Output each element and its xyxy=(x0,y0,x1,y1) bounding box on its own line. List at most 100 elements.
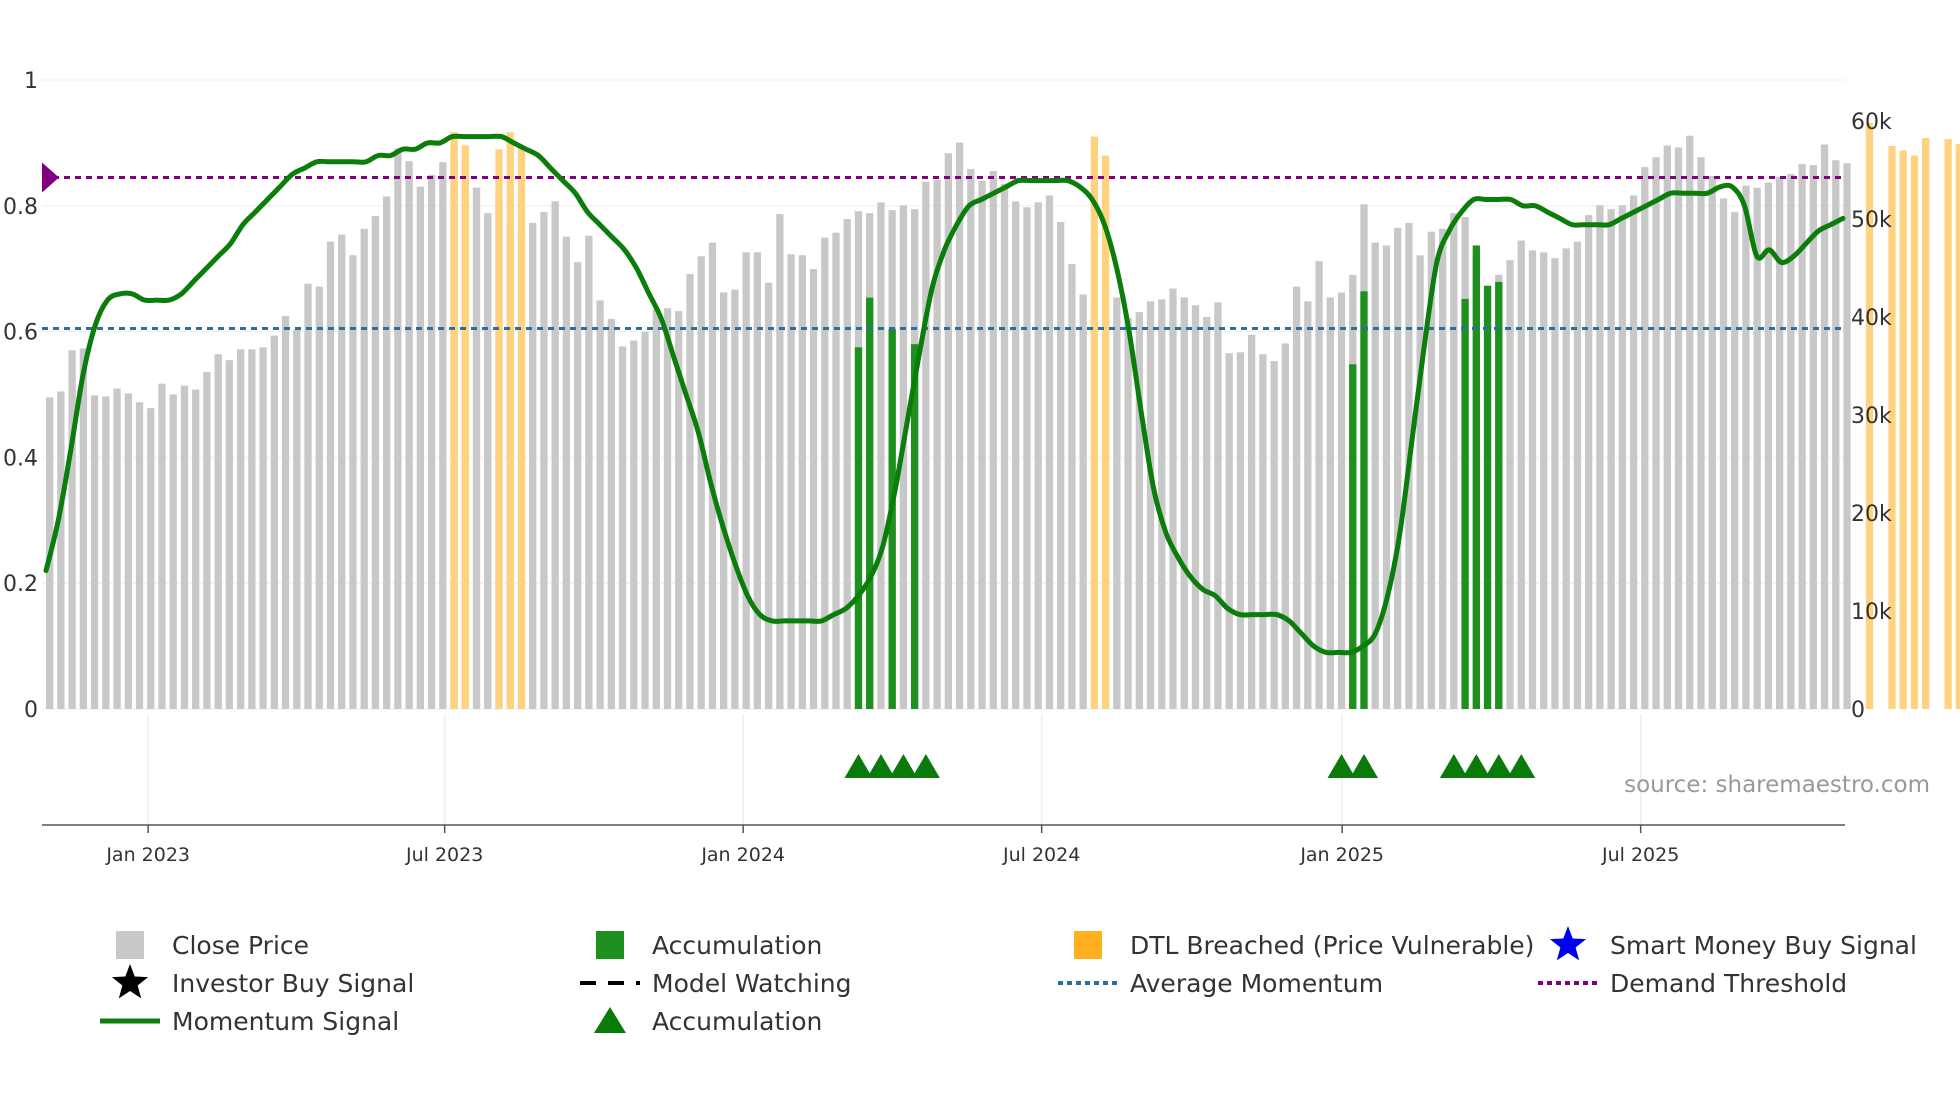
close-price-bar xyxy=(90,395,99,709)
legend-swatch-close-price xyxy=(116,931,144,959)
close-price-bar xyxy=(922,181,930,709)
close-price-bar xyxy=(1820,144,1829,709)
x-axis-tick-label: Jan 2025 xyxy=(1299,844,1384,866)
x-axis-tick-label: Jul 2023 xyxy=(405,844,483,866)
legend-item: Demand Threshold xyxy=(1538,969,1847,998)
close-price-bar xyxy=(225,360,234,709)
close-price-bar xyxy=(1214,302,1222,709)
close-price-bar xyxy=(944,153,952,710)
close-price-bar xyxy=(843,219,851,709)
reference-lines xyxy=(42,162,1845,330)
bar-series xyxy=(46,122,1960,710)
close-price-bar xyxy=(1798,164,1806,709)
close-price-bar xyxy=(1012,201,1020,710)
close-price-bar xyxy=(1843,163,1851,709)
close-price-bar xyxy=(360,228,368,710)
close-price-bar xyxy=(753,252,762,709)
close-price-bar xyxy=(349,255,357,709)
close-price-bar xyxy=(652,309,660,709)
dtl-breached-bar xyxy=(461,145,469,709)
legend-label: Accumulation xyxy=(652,931,822,960)
dtl-breached-bar xyxy=(1955,144,1960,709)
legend-label: Momentum Signal xyxy=(172,1007,399,1036)
star-black-icon xyxy=(111,964,149,999)
x-axis-tick-label: Jul 2024 xyxy=(1002,844,1080,866)
close-price-bar xyxy=(427,174,436,709)
accumulation-bar xyxy=(1349,364,1357,709)
accumulation-bar xyxy=(1495,281,1503,709)
close-price-bar xyxy=(1416,255,1424,709)
close-price-bar xyxy=(326,241,335,710)
close-price-bar xyxy=(1225,353,1233,709)
close-price-bar xyxy=(304,283,312,709)
close-price-bar xyxy=(832,232,840,709)
axes: 0 0.2 0.4 0.6 0.8 1 0 10k 20k 30k 40k 50k 60k Jan 202… xyxy=(3,69,1892,866)
close-price-bar xyxy=(405,161,413,709)
right-axis-tick-label: 30k xyxy=(1851,404,1892,429)
close-price-bar xyxy=(158,383,166,709)
close-price-bar xyxy=(1270,361,1278,709)
close-price-bar xyxy=(573,262,582,709)
close-price-bar xyxy=(1573,241,1582,710)
left-axis-tick-label: 0.8 xyxy=(3,195,38,220)
close-price-bar xyxy=(1248,334,1256,709)
close-price-bar xyxy=(933,179,941,710)
close-price-bar xyxy=(102,396,110,709)
close-price-bar xyxy=(1674,147,1683,709)
accumulation-triangle xyxy=(1349,754,1378,778)
close-price-bar xyxy=(1113,297,1121,709)
dtl-breached-bar xyxy=(450,132,458,709)
close-price-bar xyxy=(663,308,672,709)
close-price-bar xyxy=(1068,264,1076,709)
close-price-bar xyxy=(1394,227,1402,709)
legend-label: Investor Buy Signal xyxy=(172,969,414,998)
close-price-bar xyxy=(641,331,649,709)
right-axis-tick-label: 10k xyxy=(1851,600,1892,625)
legend-label: Smart Money Buy Signal xyxy=(1610,931,1917,960)
close-price-bar xyxy=(764,282,773,709)
legend-label: Demand Threshold xyxy=(1610,969,1847,998)
close-price-bar xyxy=(1517,240,1525,709)
dtl-breached-bar xyxy=(1922,137,1930,710)
accumulation-bar xyxy=(910,344,919,709)
close-price-bar xyxy=(484,213,492,709)
legend-item: DTL Breached (Price Vulnerable) xyxy=(1074,931,1534,960)
close-price-bar xyxy=(1450,213,1458,709)
close-price-bar xyxy=(1057,221,1065,709)
right-axis-tick-label: 20k xyxy=(1851,502,1892,527)
close-price-bar xyxy=(1146,301,1155,709)
legend-item: Average Momentum xyxy=(1058,969,1383,998)
close-price-bar xyxy=(180,385,189,709)
close-price-bar xyxy=(798,255,806,709)
legend-label: Close Price xyxy=(172,931,309,960)
legend-item: Close Price xyxy=(116,931,309,960)
close-price-bar xyxy=(585,235,593,709)
close-price-bar xyxy=(439,162,447,709)
close-price-bar xyxy=(955,142,964,709)
close-price-bar xyxy=(1158,299,1166,709)
close-price-bar xyxy=(1686,135,1694,709)
close-price-bar xyxy=(1809,165,1817,710)
close-price-bar xyxy=(1708,175,1716,709)
close-price-bar xyxy=(1371,242,1379,709)
close-price-bar xyxy=(394,148,402,709)
close-price-bar xyxy=(1663,145,1671,709)
source-label: source: sharemaestro.com xyxy=(1624,772,1930,798)
accumulation-bar xyxy=(1360,291,1368,709)
left-axis-tick-label: 1 xyxy=(24,69,38,94)
close-price-bar xyxy=(472,187,481,709)
accumulation-bar xyxy=(1483,285,1492,709)
close-price-bar xyxy=(1506,260,1514,709)
legend-item: Smart Money Buy Signal xyxy=(1549,926,1917,961)
legend-item: Investor Buy Signal xyxy=(111,964,414,999)
close-price-bar xyxy=(281,316,290,709)
close-price-bar xyxy=(1641,167,1649,709)
legend-item: Accumulation xyxy=(594,1007,822,1036)
close-price-bar xyxy=(1731,212,1739,709)
accumulation-bar xyxy=(1472,245,1480,709)
close-price-bar xyxy=(1315,261,1323,709)
close-price-bar xyxy=(147,408,155,709)
close-price-bar xyxy=(203,371,211,709)
dtl-breached-bar xyxy=(1899,150,1907,709)
close-price-bar xyxy=(1180,297,1188,709)
